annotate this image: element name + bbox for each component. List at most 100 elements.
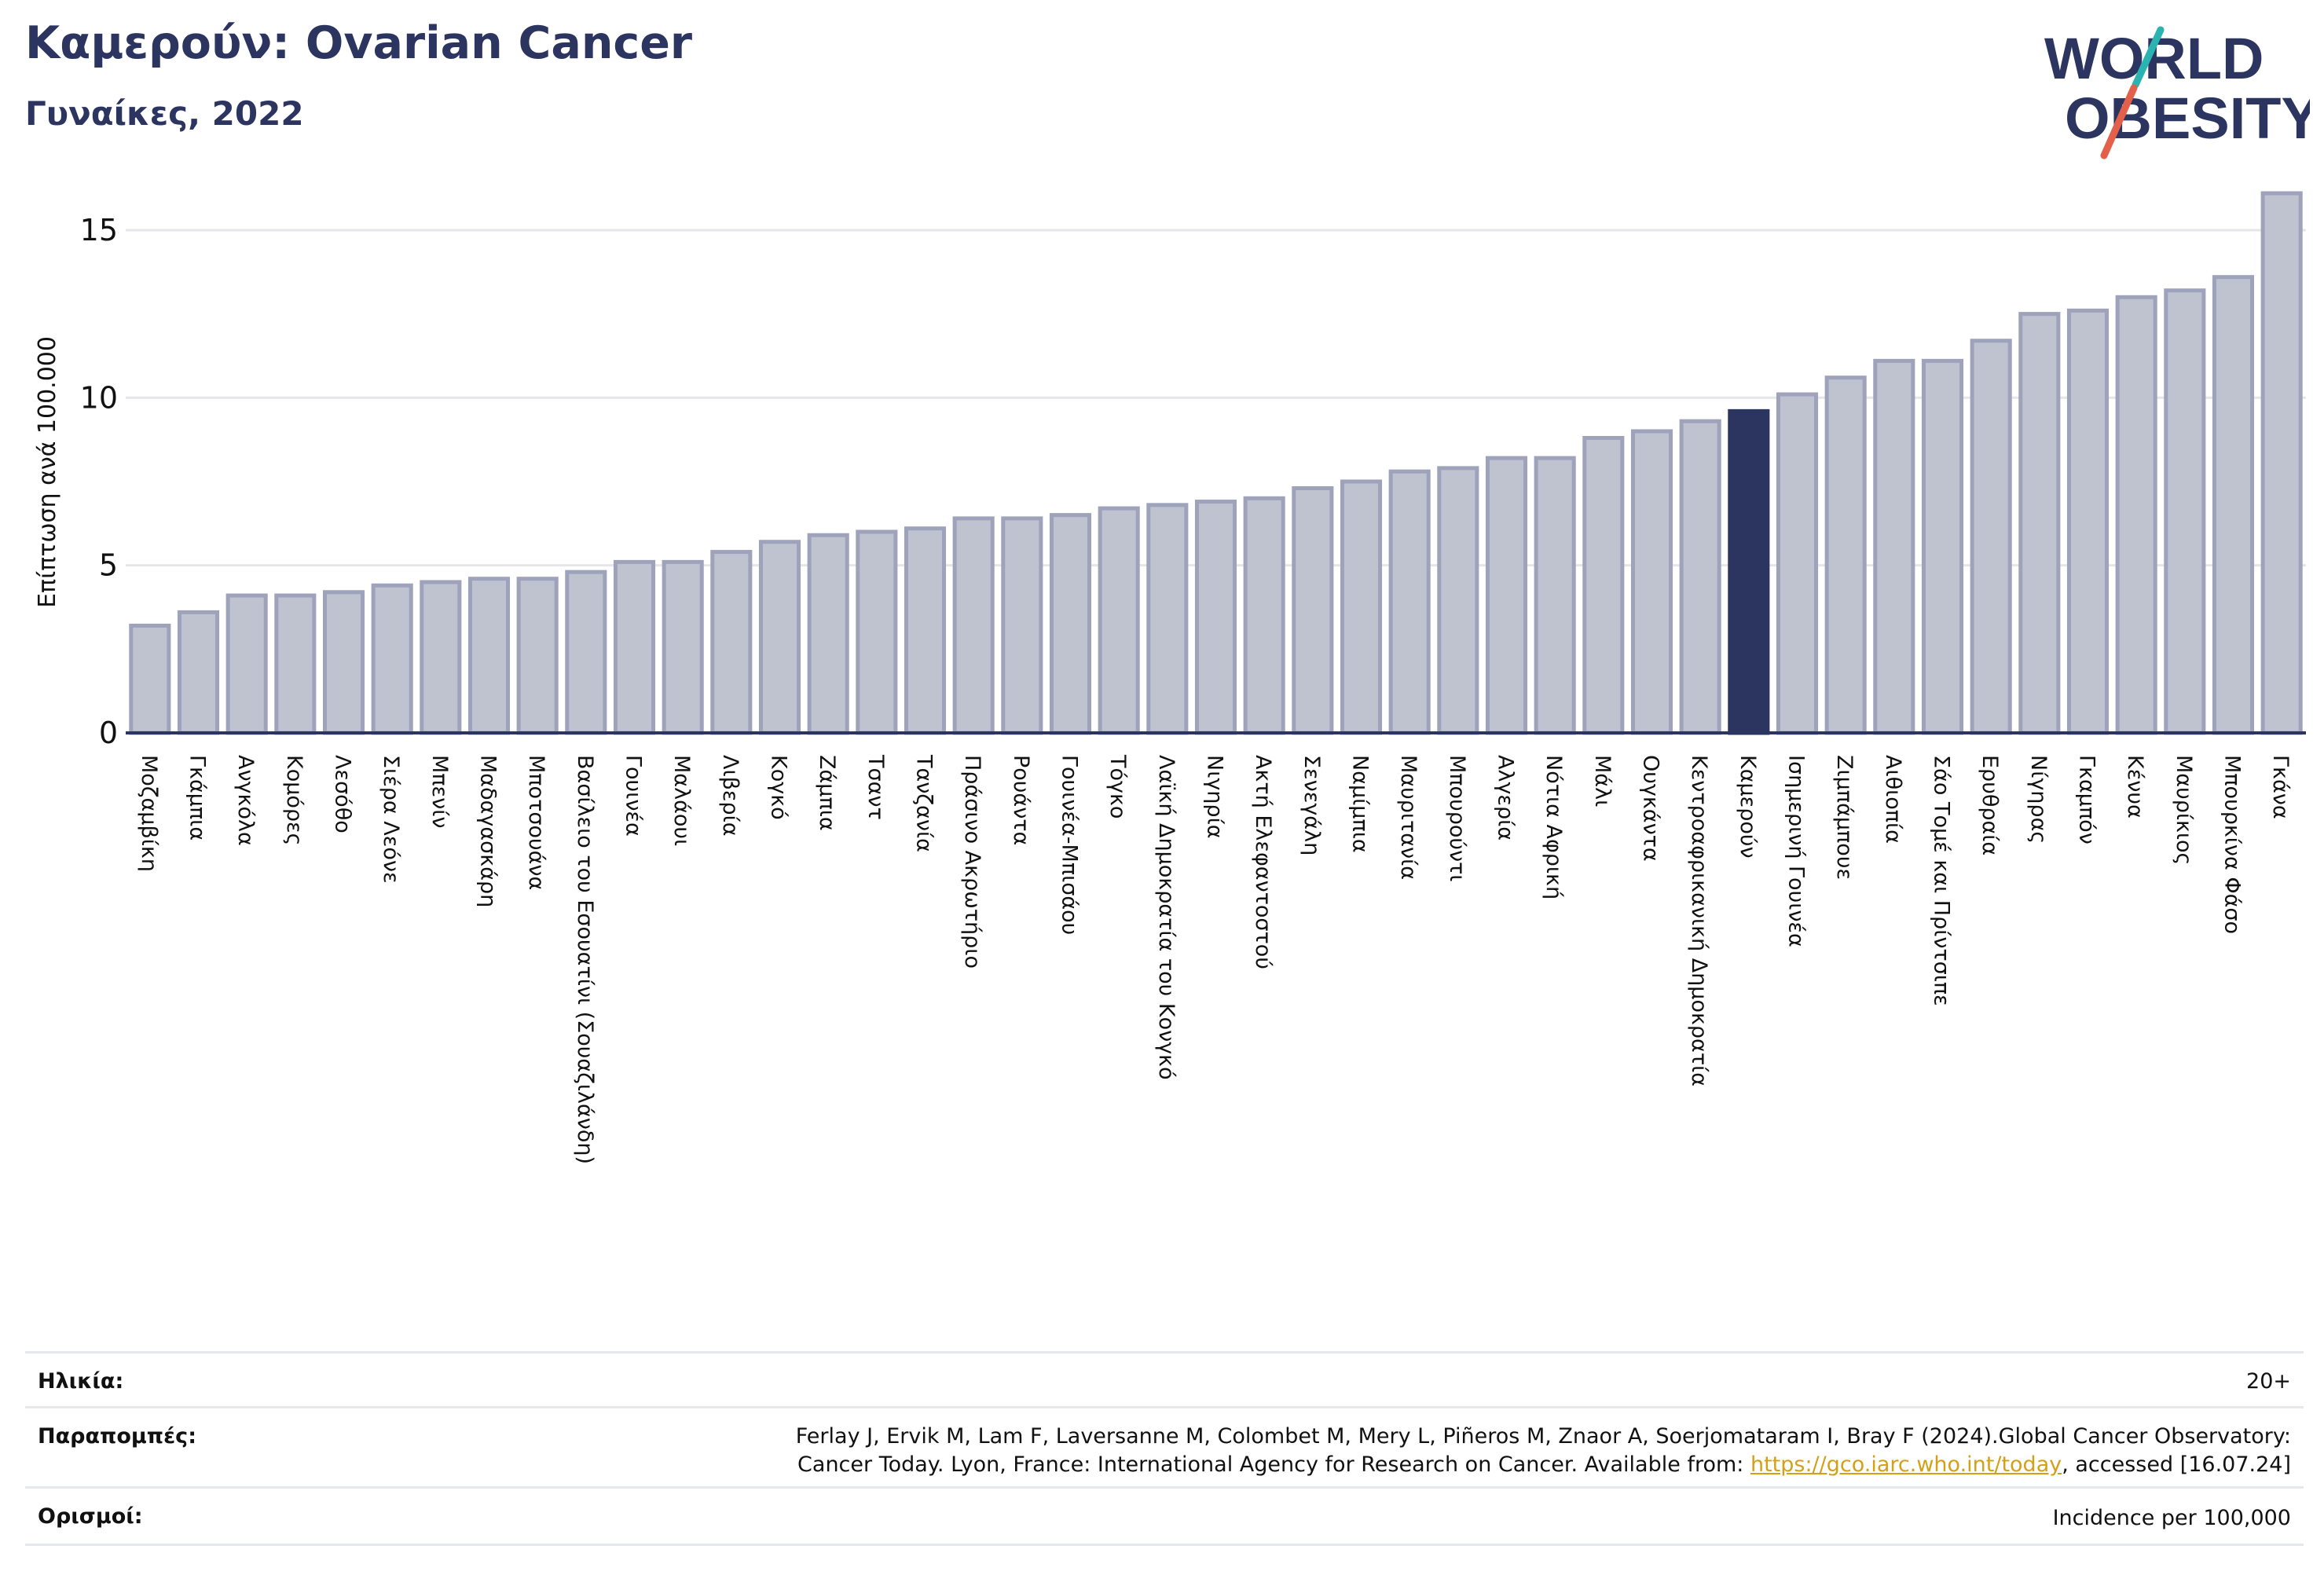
y-tick-label: 0	[99, 716, 118, 750]
x-tick-label: Γκάμπια	[185, 755, 210, 841]
bar	[1340, 479, 1383, 735]
bar	[1388, 469, 1431, 735]
references-link[interactable]: https://gco.iarc.who.int/today	[1750, 1452, 2062, 1477]
bar	[1630, 429, 1673, 735]
bar	[758, 540, 801, 735]
x-tick-label: Γουινέα	[621, 755, 646, 837]
bar	[1582, 435, 1625, 735]
bar	[2164, 288, 2206, 735]
bar	[1292, 486, 1334, 735]
x-tick-label: Μπουρούντι	[1445, 755, 1469, 881]
bar	[662, 559, 704, 735]
bar	[1485, 456, 1528, 735]
bar	[1098, 506, 1140, 735]
x-tick-label: Μποτσουάνα	[524, 755, 548, 890]
x-tick-label: Μαλάουι	[669, 755, 694, 846]
x-tick-label: Ισημερινή Γουινέα	[1784, 755, 1809, 947]
x-tick-label: Νότια Αφρική	[1541, 755, 1566, 899]
x-tick-label: Τσαντ	[863, 754, 888, 820]
references-line2-post: , accessed [16.07.24]	[2062, 1452, 2291, 1477]
bar	[371, 583, 413, 735]
footer-row-definitions: Ορισμοί: Incidence per 100,000	[25, 1486, 2304, 1546]
bar	[2260, 191, 2303, 735]
bar	[322, 590, 365, 735]
x-tick-label: Τανζανία	[912, 754, 937, 852]
x-tick-label: Ζιμπάμπουε	[1832, 755, 1857, 880]
bar	[420, 580, 462, 735]
bar	[856, 529, 898, 735]
definitions-label: Ορισμοί:	[38, 1504, 143, 1529]
page-title: Καμερούν: Ovarian Cancer	[25, 17, 692, 69]
bar	[129, 623, 171, 735]
bar	[274, 593, 317, 735]
bar	[1194, 500, 1237, 735]
bar	[1001, 516, 1043, 735]
bar	[225, 593, 268, 735]
bar	[565, 570, 607, 735]
x-tick-label: Μαυριτανία	[1396, 755, 1420, 880]
x-tick-label: Ερυθραία	[1978, 755, 2002, 855]
x-tick-label: Λεσόθο	[331, 755, 355, 833]
bar-chart: 0 5 10 15 Επίπτωση ανά 100.000 Μοζαμβίκη Γκάμπ…	[34, 191, 2306, 1164]
x-tick-label: Αιθιοπία	[1881, 755, 1905, 844]
y-tick-label: 10	[80, 380, 118, 415]
definitions-value: Incidence per 100,000	[2052, 1506, 2291, 1530]
x-tick-label: Ουγκάντα	[1639, 755, 1663, 862]
x-tick-label: Σιέρα Λεόνε	[379, 755, 403, 884]
logo-slash-teal	[2132, 26, 2165, 89]
bar	[467, 577, 511, 735]
bar	[177, 610, 220, 735]
logo-slash-red	[2100, 84, 2138, 159]
bar	[1970, 339, 2012, 735]
x-tick-label: Τόγκο	[1105, 754, 1130, 819]
bar	[1776, 392, 1819, 735]
world-obesity-logo: WORLD OBESITY	[2044, 26, 2310, 159]
footer-row-age: Ηλικία: 20+	[25, 1351, 2304, 1408]
bar	[1437, 466, 1479, 735]
x-tick-label: Καμερούν	[1736, 755, 1760, 859]
x-tick-label: Ακτή Ελεφαντοστού	[1251, 755, 1275, 969]
x-tick-label: Ανγκόλα	[233, 755, 258, 846]
x-tick-label: Μπενίν	[427, 755, 452, 828]
bar	[1824, 375, 1867, 735]
x-tick-label: Μαδαγασκάρη	[476, 755, 500, 907]
footer-row-references: Παραπομπές: Ferlay J, Ervik M, Lam F, La…	[25, 1406, 2304, 1489]
bar	[904, 526, 947, 735]
bar	[516, 577, 559, 735]
y-tick-label: 5	[99, 548, 118, 583]
x-tick-label: Ρουάντα	[1009, 755, 1033, 845]
x-tick-label: Βασίλειο του Εσουατίνι (Σουαζιλάνδη)	[573, 755, 597, 1164]
bar	[2212, 275, 2255, 735]
x-tick-label: Γκαμπόν	[2075, 755, 2099, 844]
x-tick-label: Μάλι	[1590, 755, 1615, 807]
page-subtitle: Γυναίκες, 2022	[25, 94, 304, 133]
bar	[2018, 312, 2061, 735]
x-tick-label: Νιγηρία	[1203, 755, 1227, 839]
bar	[1873, 358, 1915, 735]
age-label: Ηλικία:	[38, 1369, 124, 1394]
bar	[710, 550, 753, 735]
bar	[1921, 358, 1964, 735]
y-tick-label: 15	[80, 213, 118, 247]
x-tick-label: Σάο Τομέ και Πρίντσιπε	[1930, 755, 1954, 1006]
bar	[613, 559, 656, 735]
bar	[1049, 513, 1092, 735]
references-label: Παραπομπές:	[38, 1424, 196, 1449]
x-tick-label: Ζάμπια	[815, 755, 839, 831]
bar	[2066, 308, 2110, 735]
x-tick-label: Κεντροαφρικανική Δημοκρατία	[1687, 755, 1711, 1086]
references-line1: Ferlay J, Ervik M, Lam F, Laversanne M, …	[795, 1424, 2291, 1449]
bar	[1679, 419, 1721, 735]
x-tick-label: Νίγηρας	[2026, 755, 2051, 844]
x-tick-label: Κομόρες	[282, 755, 306, 846]
x-tick-label: Πράσινο Ακρωτήριο	[960, 755, 984, 969]
x-tick-label: Μαυρίκιος	[2172, 755, 2196, 865]
bar	[1243, 496, 1285, 735]
references-text: Ferlay J, Ervik M, Lam F, Laversanne M, …	[796, 1423, 2291, 1479]
x-tick-label: Γκάνα	[2268, 755, 2293, 819]
bar	[1146, 503, 1189, 735]
x-tick-label: Λαϊκή Δημοκρατία του Κονγκό	[1154, 755, 1178, 1080]
logo-line2: OBESITY	[2065, 86, 2310, 151]
references-line2: Cancer Today. Lyon, France: Internationa…	[796, 1451, 2291, 1479]
bar	[1728, 408, 1770, 735]
